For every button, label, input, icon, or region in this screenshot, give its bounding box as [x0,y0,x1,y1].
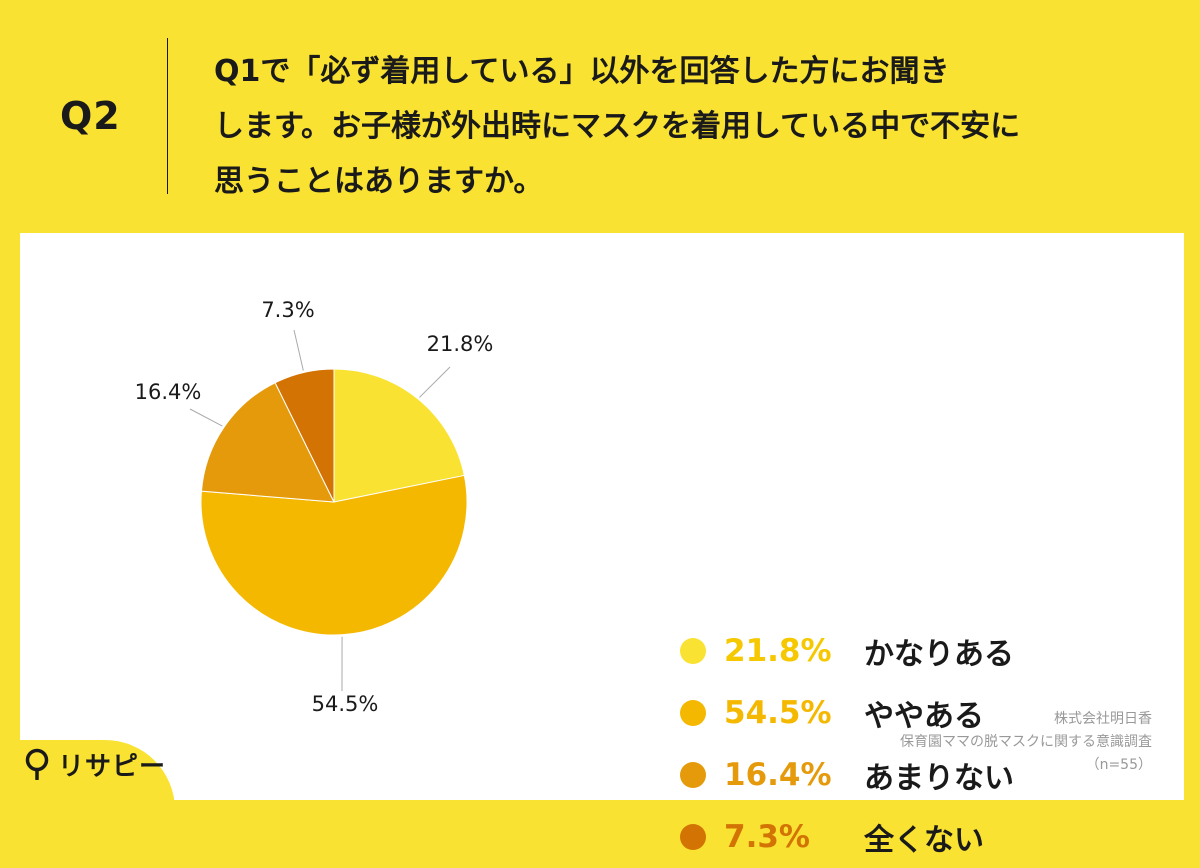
question-divider [167,38,168,194]
legend-dot [680,824,706,850]
question-text: Q1で「必ず着用している」以外を回答した方にお聞き します。お子様が外出時にマス… [214,44,1174,209]
legend-percent: 54.5% [724,695,864,731]
legend-dot [680,638,706,664]
question-line-1: Q1で「必ず着用している」以外を回答した方にお聞き [214,44,1174,99]
legend-item: 21.8% かなりある [680,620,1014,682]
leader-line [294,330,303,371]
legend-percent: 21.8% [724,633,864,669]
source-survey: 保育園ママの脱マスクに関する意識調査 [900,731,1152,754]
legend-percent: 16.4% [724,757,864,793]
data-label: 16.4% [135,380,202,404]
legend-percent: 7.3% [724,819,864,855]
source-sample: （n=55） [900,754,1152,777]
leader-line [419,367,450,397]
question-number: Q2 [60,94,121,138]
data-label: 54.5% [312,692,379,716]
legend-item: 7.3% 全くない [680,806,1014,868]
legend-label: かなりある [864,629,1014,673]
data-label: 7.3% [261,298,314,322]
data-label: 21.8% [427,332,494,356]
logo-text: リサピー [58,746,166,783]
source-note: 株式会社明日香 保育園ママの脱マスクに関する意識調査 （n=55） [900,708,1152,777]
pie-chart: 21.8% 54.5% 16.4% 7.3% [20,233,660,800]
pin-icon [24,748,50,780]
legend-label: 全くない [864,815,984,859]
legend-dot [680,700,706,726]
logo: リサピー [24,748,166,780]
legend-dot [680,762,706,788]
question-line-3: 思うことはありますか。 [214,154,1174,209]
source-company: 株式会社明日香 [900,708,1152,731]
question-line-2: します。お子様が外出時にマスクを着用している中で不安に [214,99,1174,154]
leader-line [190,409,222,426]
